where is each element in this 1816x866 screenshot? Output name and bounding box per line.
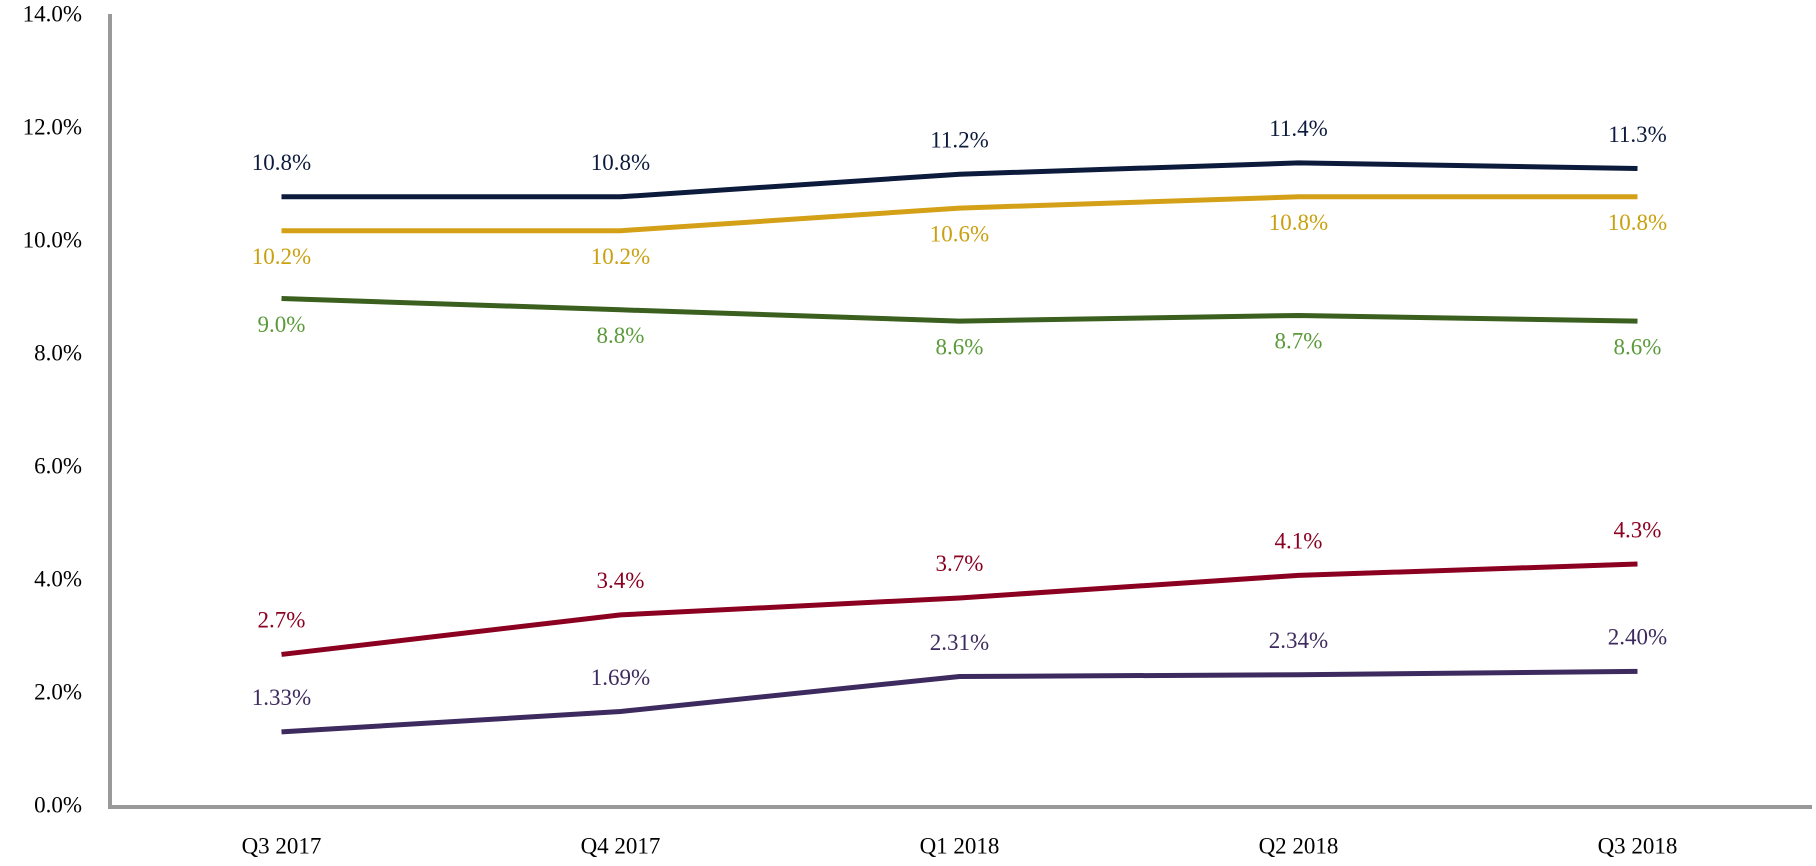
data-label: 10.2%: [252, 244, 311, 269]
data-label: 8.6%: [1614, 334, 1662, 359]
data-label: 2.34%: [1269, 628, 1328, 653]
series-line: [281, 194, 1638, 234]
data-label: 2.7%: [258, 608, 306, 633]
data-label: 8.7%: [1275, 329, 1323, 354]
x-tick-label: Q3 2017: [242, 833, 322, 858]
x-tick-label: Q3 2018: [1598, 833, 1678, 858]
data-label: 8.8%: [597, 323, 645, 348]
series-line: [281, 160, 1638, 200]
y-tick-label: 12.0%: [23, 114, 82, 139]
data-label: 10.8%: [252, 150, 311, 175]
y-tick-label: 6.0%: [34, 453, 82, 478]
data-label: 9.0%: [258, 312, 306, 337]
data-label: 11.3%: [1608, 122, 1667, 147]
data-label: 10.8%: [591, 150, 650, 175]
x-tick-label: Q4 2017: [581, 833, 661, 858]
data-label: 3.4%: [597, 568, 645, 593]
data-label: 3.7%: [936, 551, 984, 576]
data-label: 11.4%: [1269, 116, 1328, 141]
y-tick-label: 14.0%: [23, 1, 82, 26]
data-label: 11.2%: [930, 127, 989, 152]
series-line: [281, 561, 1638, 657]
y-tick-label: 2.0%: [34, 679, 82, 704]
x-tick-label: Q1 2018: [920, 833, 1000, 858]
data-label: 4.3%: [1614, 517, 1662, 542]
data-label: 8.6%: [936, 334, 984, 359]
y-tick-label: 4.0%: [34, 566, 82, 591]
data-label: 10.8%: [1269, 210, 1328, 235]
data-label: 10.6%: [930, 221, 989, 246]
data-label: 10.2%: [591, 244, 650, 269]
y-tick-label: 8.0%: [34, 340, 82, 365]
data-label: 2.40%: [1608, 625, 1667, 650]
data-label: 2.31%: [930, 630, 989, 655]
x-tick-label: Q2 2018: [1259, 833, 1339, 858]
y-tick-label: 0.0%: [34, 792, 82, 817]
data-label: 1.33%: [252, 685, 311, 710]
data-label: 1.69%: [591, 665, 650, 690]
y-tick-label: 10.0%: [23, 227, 82, 252]
series-line: [281, 296, 1638, 324]
data-label: 4.1%: [1275, 529, 1323, 554]
series-line: [281, 668, 1638, 735]
data-label: 10.8%: [1608, 210, 1667, 235]
